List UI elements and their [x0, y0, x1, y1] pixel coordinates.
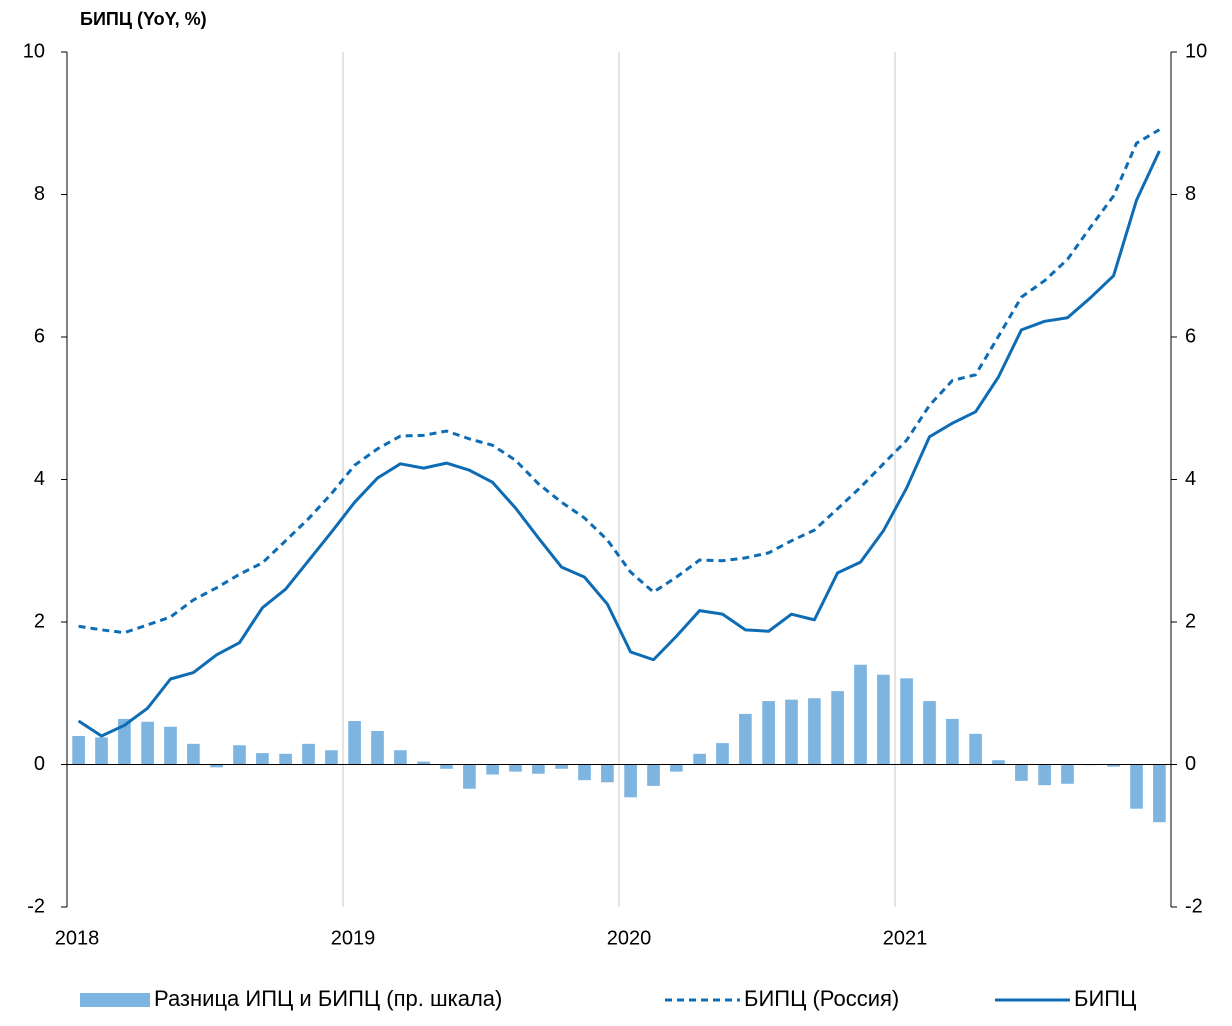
x-tick-label: 2021: [883, 927, 928, 949]
bar: [1130, 764, 1143, 809]
bar: [256, 753, 269, 765]
bar: [900, 678, 913, 765]
bar: [348, 721, 361, 765]
bar: [578, 764, 591, 781]
bar: [647, 764, 660, 786]
bar: [693, 753, 706, 765]
y2-tick-label: 2: [1185, 610, 1196, 632]
bar: [762, 701, 775, 765]
line: [78, 128, 1161, 635]
bar: [1153, 764, 1166, 823]
bar: [854, 664, 867, 765]
y-tick-label: 0: [34, 753, 45, 775]
bar: [716, 743, 729, 765]
legend-swatch: [80, 993, 150, 1007]
bar: [670, 764, 683, 772]
bar: [233, 745, 246, 765]
bar: [831, 691, 844, 765]
bar: [1107, 764, 1120, 767]
bar: [210, 764, 223, 768]
bar: [1038, 764, 1051, 786]
y-tick-label: 10: [23, 40, 45, 62]
bar: [923, 701, 936, 765]
y-tick-label: 6: [34, 325, 45, 347]
bar: [141, 721, 154, 765]
bar: [371, 731, 384, 765]
y2-tick-label: 6: [1185, 325, 1196, 347]
y2-tick-label: 8: [1185, 183, 1196, 205]
bar: [739, 713, 752, 765]
bar: [624, 764, 637, 798]
y2-tick-label: 0: [1185, 753, 1196, 775]
bar: [187, 743, 200, 765]
bar: [417, 761, 430, 765]
x-tick-label: 2019: [331, 927, 376, 949]
bar: [601, 764, 614, 783]
legend-label: БИПЦ (Россия): [744, 986, 899, 1011]
bar: [808, 698, 821, 765]
y2-tick-label: 4: [1185, 468, 1196, 490]
bar: [785, 699, 798, 765]
x-tick-label: 2020: [607, 927, 652, 949]
bar: [72, 736, 85, 765]
bar: [95, 737, 108, 765]
legend-label: Разница ИПЦ и БИПЦ (пр. шкала): [154, 986, 502, 1011]
bar: [164, 726, 177, 765]
bar: [118, 718, 131, 765]
x-tick-label: 2018: [55, 927, 100, 949]
bar: [325, 750, 338, 765]
bar: [509, 764, 522, 772]
bar: [969, 733, 982, 765]
y2-tick-label: -2: [1185, 895, 1203, 917]
bar: [532, 764, 545, 774]
legend-label: БИПЦ: [1074, 986, 1136, 1011]
y2-tick-label: 10: [1185, 40, 1207, 62]
bar: [394, 750, 407, 765]
bar: [279, 753, 292, 765]
y-tick-label: 2: [34, 610, 45, 632]
y-tick-label: -2: [27, 895, 45, 917]
line: [77, 150, 1161, 738]
bar: [992, 760, 1005, 765]
bar: [946, 718, 959, 765]
bar: [1015, 764, 1028, 781]
bar: [877, 674, 890, 765]
bar: [302, 743, 315, 765]
y-tick-label: 4: [34, 468, 45, 490]
bar: [463, 764, 476, 789]
bar: [486, 764, 499, 775]
bar: [440, 764, 453, 769]
bar: [555, 764, 568, 769]
chart-title: БИПЦ (YoY, %): [80, 9, 207, 29]
bar: [1061, 764, 1074, 784]
y-tick-label: 8: [34, 183, 45, 205]
